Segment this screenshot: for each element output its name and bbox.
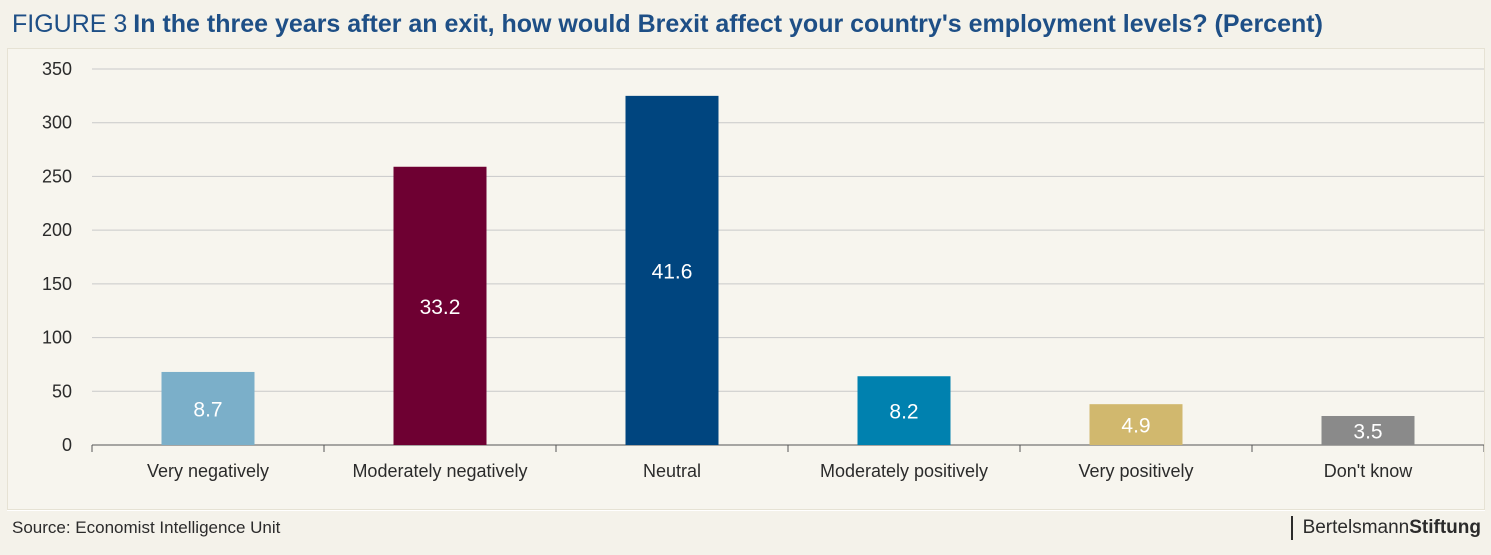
x-category-label: Don't know: [1324, 461, 1413, 481]
bar: [1089, 404, 1183, 445]
y-tick-label: 50: [52, 381, 72, 401]
x-category-label: Very negatively: [147, 461, 269, 481]
bar: [393, 166, 487, 445]
y-tick-label: 250: [42, 166, 72, 186]
x-category-label: Moderately negatively: [352, 461, 527, 481]
data-label: 3.5: [1353, 420, 1382, 443]
data-label: 33.2: [420, 296, 461, 319]
y-tick-label: 150: [42, 274, 72, 294]
chart-panel: 0 50 100 150 200 250 300 350 8.7 Very negatively 3…: [7, 48, 1485, 510]
y-tick-label: 200: [42, 220, 72, 240]
x-category-label: Moderately positively: [820, 461, 988, 481]
source-note: Source: Economist Intelligence Unit: [12, 518, 281, 537]
bar: [1321, 415, 1415, 445]
y-tick-label: 300: [42, 113, 72, 133]
bar: [625, 95, 719, 445]
y-tick-label: 100: [42, 328, 72, 348]
footer-divider: [7, 510, 1485, 511]
brand-name-part1: Bertelsmann: [1302, 517, 1410, 538]
bar: [857, 376, 951, 445]
x-category-label: Neutral: [643, 461, 701, 481]
bar: [161, 371, 255, 445]
data-label: 41.6: [652, 260, 693, 283]
chart-title: In the three years after an exit, how wo…: [133, 10, 1323, 38]
y-tick-label: 0: [62, 435, 72, 455]
chart-title-bar: FIGURE 3 In the three years after an exit…: [12, 4, 1487, 44]
data-label: 4.9: [1121, 415, 1150, 438]
brand-logo: BertelsmannStiftung: [1290, 516, 1481, 540]
data-label: 8.2: [889, 401, 918, 424]
data-label: 8.7: [193, 398, 222, 421]
figure-label: FIGURE 3: [12, 10, 128, 38]
y-tick-label: 350: [42, 59, 72, 79]
bar-chart: 0 50 100 150 200 250 300 350 8.7 Very negatively 3…: [42, 59, 1484, 481]
brand-name-part2: Stiftung: [1409, 517, 1481, 538]
x-category-label: Very positively: [1078, 461, 1193, 481]
